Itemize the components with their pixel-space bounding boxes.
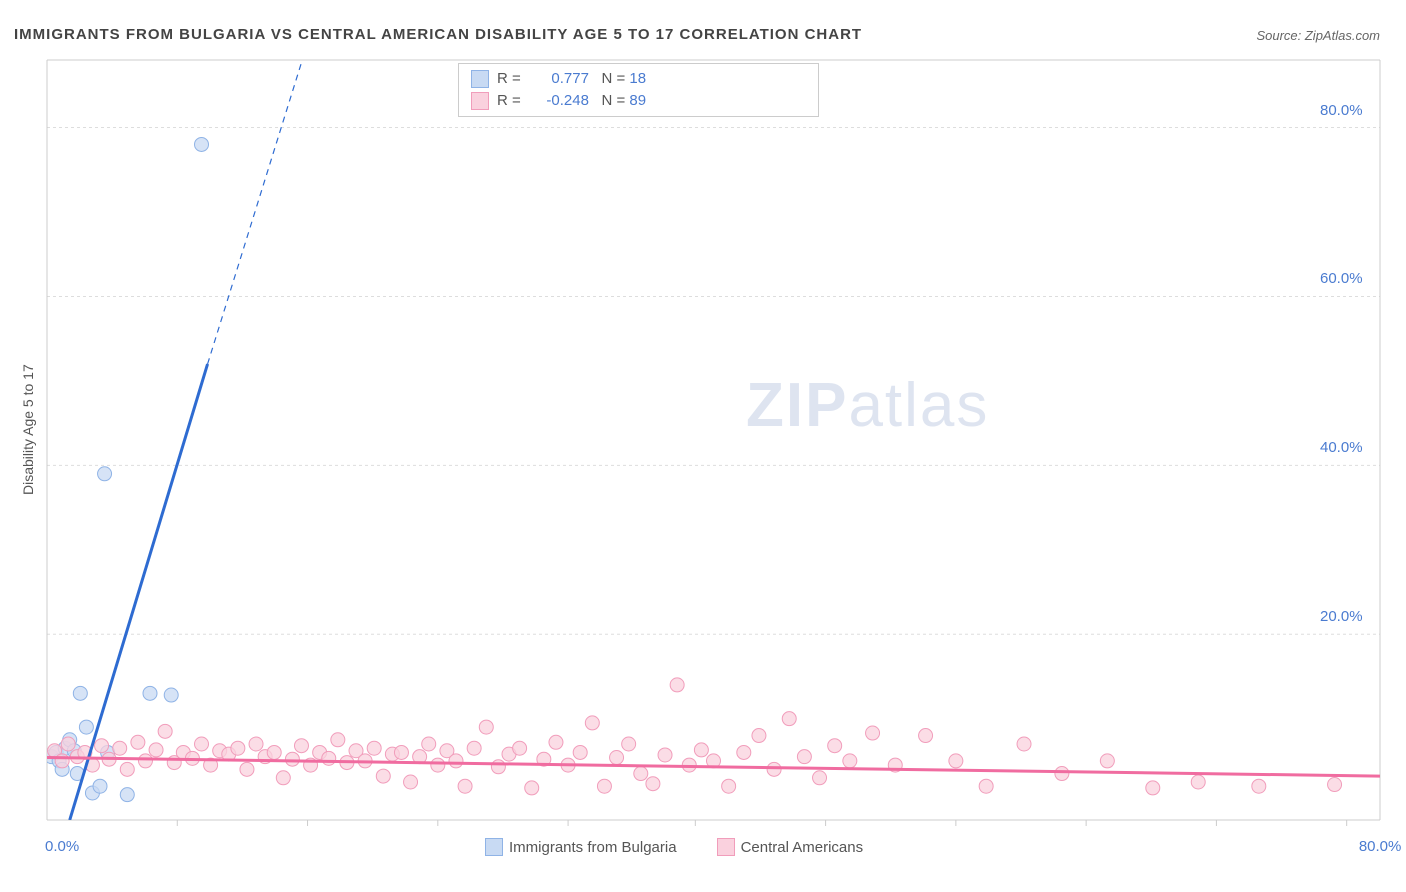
r-value: 0.777 [525,68,589,90]
correlation-stat-box: R = 0.777 N = 18R = -0.248 N = 89 [458,63,819,117]
y-tick: 80.0% [1320,102,1363,119]
n-value: 89 [629,90,646,112]
scatter-plot [0,0,1406,892]
legend-swatch [717,838,735,856]
legend-label: Central Americans [741,839,864,856]
y-tick: 20.0% [1320,608,1363,625]
legend-swatch [471,70,489,88]
stat-row: R = -0.248 N = 89 [471,90,806,112]
legend-swatch [471,92,489,110]
x-tick: 80.0% [1359,838,1402,855]
series-legend: Immigrants from Bulgaria Central American… [485,838,903,856]
legend-item: Immigrants from Bulgaria [485,838,677,856]
n-value: 18 [629,68,646,90]
stat-row: R = 0.777 N = 18 [471,68,806,90]
y-tick: 60.0% [1320,270,1363,287]
legend-item: Central Americans [717,838,864,856]
x-tick: 0.0% [45,838,79,855]
r-value: -0.248 [525,90,589,112]
legend-swatch [485,838,503,856]
legend-label: Immigrants from Bulgaria [509,839,677,856]
y-tick: 40.0% [1320,439,1363,456]
